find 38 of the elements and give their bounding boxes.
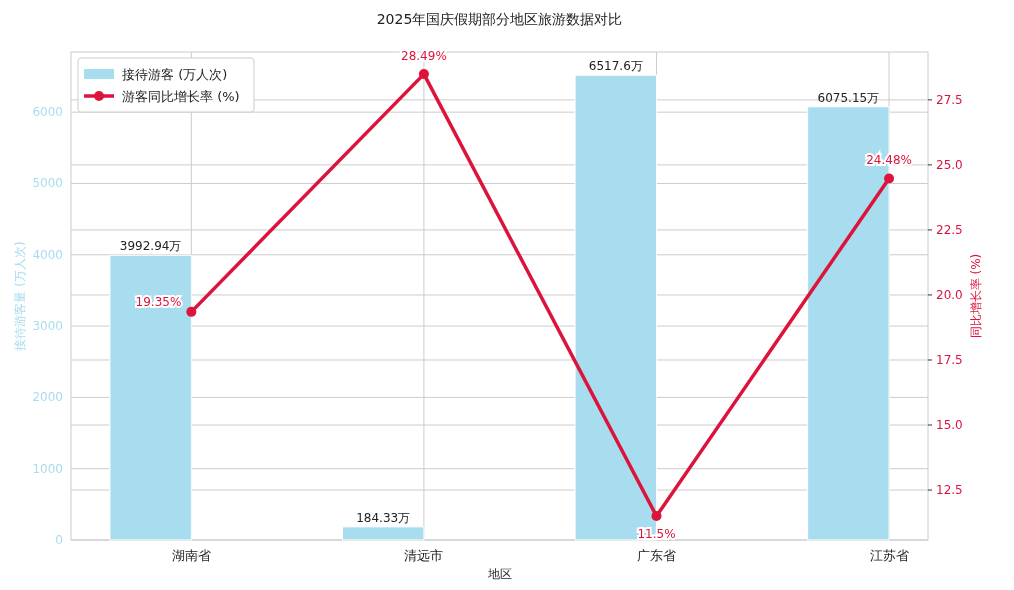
x-tick-label: 清远市 [404, 548, 444, 563]
data-label: 24.48% [866, 153, 912, 168]
point [418, 69, 429, 80]
y2-axis-title: 同比增长率 (%) [969, 253, 983, 339]
legend-label: 游客同比增长率 (%) [122, 89, 240, 104]
y-tick-label: 0 [55, 533, 63, 547]
x-tick-label: 广东省 [636, 548, 676, 563]
point [884, 173, 895, 184]
legend-label: 接待游客 (万人次) [122, 67, 228, 82]
y2-tick-label: 27.5 [936, 92, 963, 107]
y-tick-label: 1000 [32, 461, 63, 476]
x-tick-label: 湖南省 [171, 548, 211, 563]
y2-tick-label: 15.0 [936, 418, 963, 433]
y-tick-label: 6000 [32, 105, 63, 120]
bar [109, 254, 192, 541]
data-label: 28.49% [401, 49, 447, 64]
bar [342, 526, 425, 541]
y2-tick-label: 25.0 [936, 157, 963, 172]
chart-title: 2025年国庆假期部分地区旅游数据对比 [376, 11, 623, 27]
y-tick-label: 3000 [32, 319, 63, 334]
data-label: 6075.15万 [817, 90, 880, 105]
data-label: 3992.94万 [119, 239, 182, 254]
y2-tick-label: 22.5 [936, 222, 963, 237]
x-tick-label: 江苏省 [869, 548, 909, 563]
y-axis-title: 接待游客量 (万人次) [13, 241, 27, 351]
data-label: 184.33万 [356, 510, 411, 525]
point [186, 306, 197, 317]
data-label: 19.35% [135, 294, 182, 309]
point [651, 511, 662, 522]
y-tick-label: 5000 [32, 176, 63, 191]
data-label: 11.5% [637, 527, 676, 542]
y2-tick-label: 12.5 [936, 483, 963, 498]
y2-tick-label: 17.5 [936, 352, 963, 367]
x-axis-title: 地区 [486, 567, 512, 581]
y2-tick-label: 20.0 [936, 287, 963, 302]
y-tick-label: 2000 [32, 390, 63, 405]
y-tick-label: 4000 [32, 247, 63, 262]
data-label: 6517.6万 [588, 59, 643, 74]
